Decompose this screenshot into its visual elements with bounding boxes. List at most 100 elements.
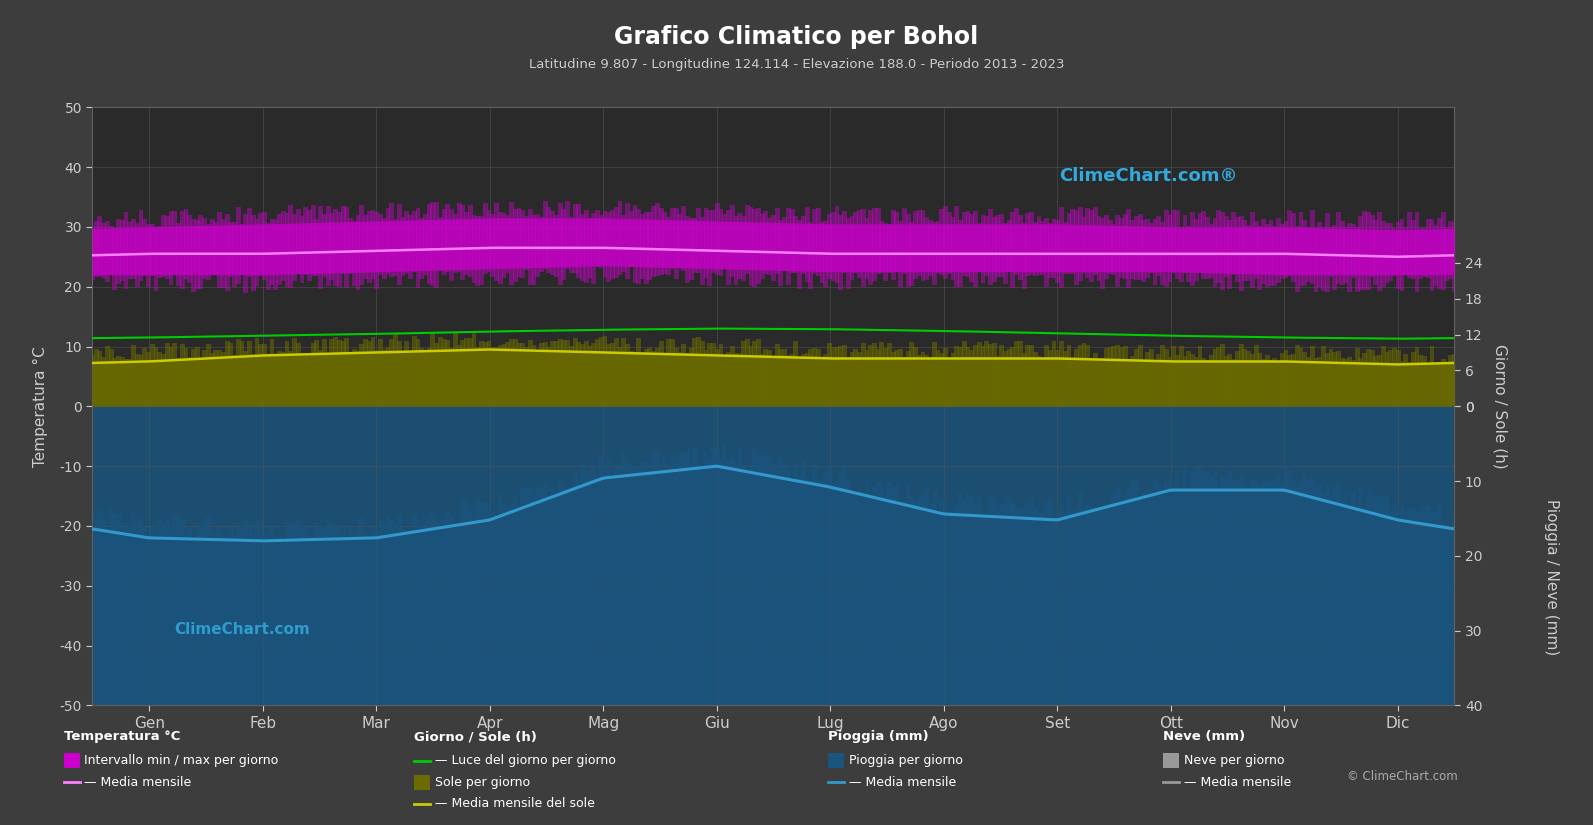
Bar [1107, 219, 1112, 274]
Bar [722, 214, 726, 270]
Bar [250, 214, 256, 290]
Bar [516, 343, 521, 407]
Bar [228, 529, 233, 705]
Bar [1142, 361, 1147, 407]
Bar [1228, 220, 1233, 289]
Bar [311, 537, 315, 705]
Bar [1043, 218, 1048, 287]
Bar [1429, 514, 1434, 705]
Bar [210, 219, 215, 276]
Bar [757, 339, 761, 407]
Bar [452, 214, 457, 272]
Bar [561, 485, 566, 705]
Bar [572, 474, 578, 705]
Bar [389, 339, 393, 407]
Bar [666, 339, 671, 407]
Bar [738, 213, 742, 279]
Bar [169, 211, 174, 285]
Bar [1085, 208, 1090, 277]
Text: Intervallo min / max per giorno: Intervallo min / max per giorno [84, 754, 279, 767]
Bar [1303, 352, 1308, 407]
Bar [449, 210, 454, 280]
Bar [441, 339, 446, 407]
Bar [543, 484, 548, 705]
Bar [139, 210, 143, 280]
Bar [566, 340, 570, 407]
Bar [303, 207, 307, 276]
Bar [502, 214, 507, 278]
Bar [124, 359, 129, 407]
Bar [1090, 507, 1094, 705]
Bar [854, 493, 859, 705]
Bar [296, 342, 301, 407]
Bar [647, 347, 653, 407]
Bar [910, 497, 914, 705]
Text: — Luce del giorno per giorno: — Luce del giorno per giorno [435, 754, 616, 767]
Bar [1160, 345, 1164, 407]
Bar [322, 526, 327, 705]
Bar [1400, 506, 1405, 705]
Bar [236, 207, 241, 284]
Bar [1215, 347, 1222, 407]
Bar [969, 214, 975, 282]
Bar [1309, 346, 1314, 407]
Bar [202, 218, 207, 279]
Bar [1268, 361, 1273, 407]
Bar [671, 208, 675, 269]
Bar [1362, 508, 1367, 705]
Bar [715, 348, 720, 407]
Bar [566, 488, 570, 705]
Bar [411, 515, 417, 705]
Bar [613, 338, 618, 407]
Bar [505, 508, 510, 705]
Bar [244, 214, 249, 293]
Bar [796, 475, 801, 705]
Bar [1348, 357, 1352, 407]
Bar [543, 201, 548, 270]
Bar [233, 222, 237, 287]
Bar [1254, 480, 1258, 705]
Bar [449, 517, 454, 705]
Bar [1306, 357, 1311, 407]
Bar [1287, 469, 1292, 705]
Bar [1090, 210, 1094, 282]
Bar [225, 341, 229, 407]
Bar [472, 333, 476, 407]
Bar [255, 338, 260, 407]
Bar [554, 341, 559, 407]
Bar [879, 342, 884, 407]
Bar [205, 343, 210, 407]
Bar [543, 342, 548, 407]
Bar [1015, 508, 1020, 705]
Bar [1129, 220, 1136, 279]
Bar [1010, 346, 1015, 407]
Bar [1048, 223, 1053, 278]
Bar [1129, 356, 1136, 407]
Bar [457, 345, 462, 407]
Bar [599, 456, 604, 705]
Bar [585, 470, 589, 705]
Bar [832, 483, 836, 705]
Bar [785, 208, 790, 285]
Bar [768, 218, 773, 276]
Bar [102, 223, 107, 279]
Bar [280, 211, 285, 281]
Bar [499, 494, 503, 705]
Bar [1070, 508, 1075, 705]
Bar [588, 474, 593, 705]
Bar [602, 336, 607, 407]
Bar [546, 496, 551, 705]
Bar [1254, 221, 1258, 279]
Bar [710, 446, 715, 705]
Bar [1212, 349, 1217, 407]
Bar [849, 352, 854, 407]
Bar [577, 483, 581, 705]
Bar [738, 448, 742, 705]
Bar [1004, 502, 1008, 705]
Bar [1265, 224, 1270, 286]
Bar [1290, 481, 1297, 705]
Bar [247, 524, 252, 705]
Bar [1145, 351, 1150, 407]
Bar [992, 497, 997, 705]
Bar [1445, 362, 1450, 407]
